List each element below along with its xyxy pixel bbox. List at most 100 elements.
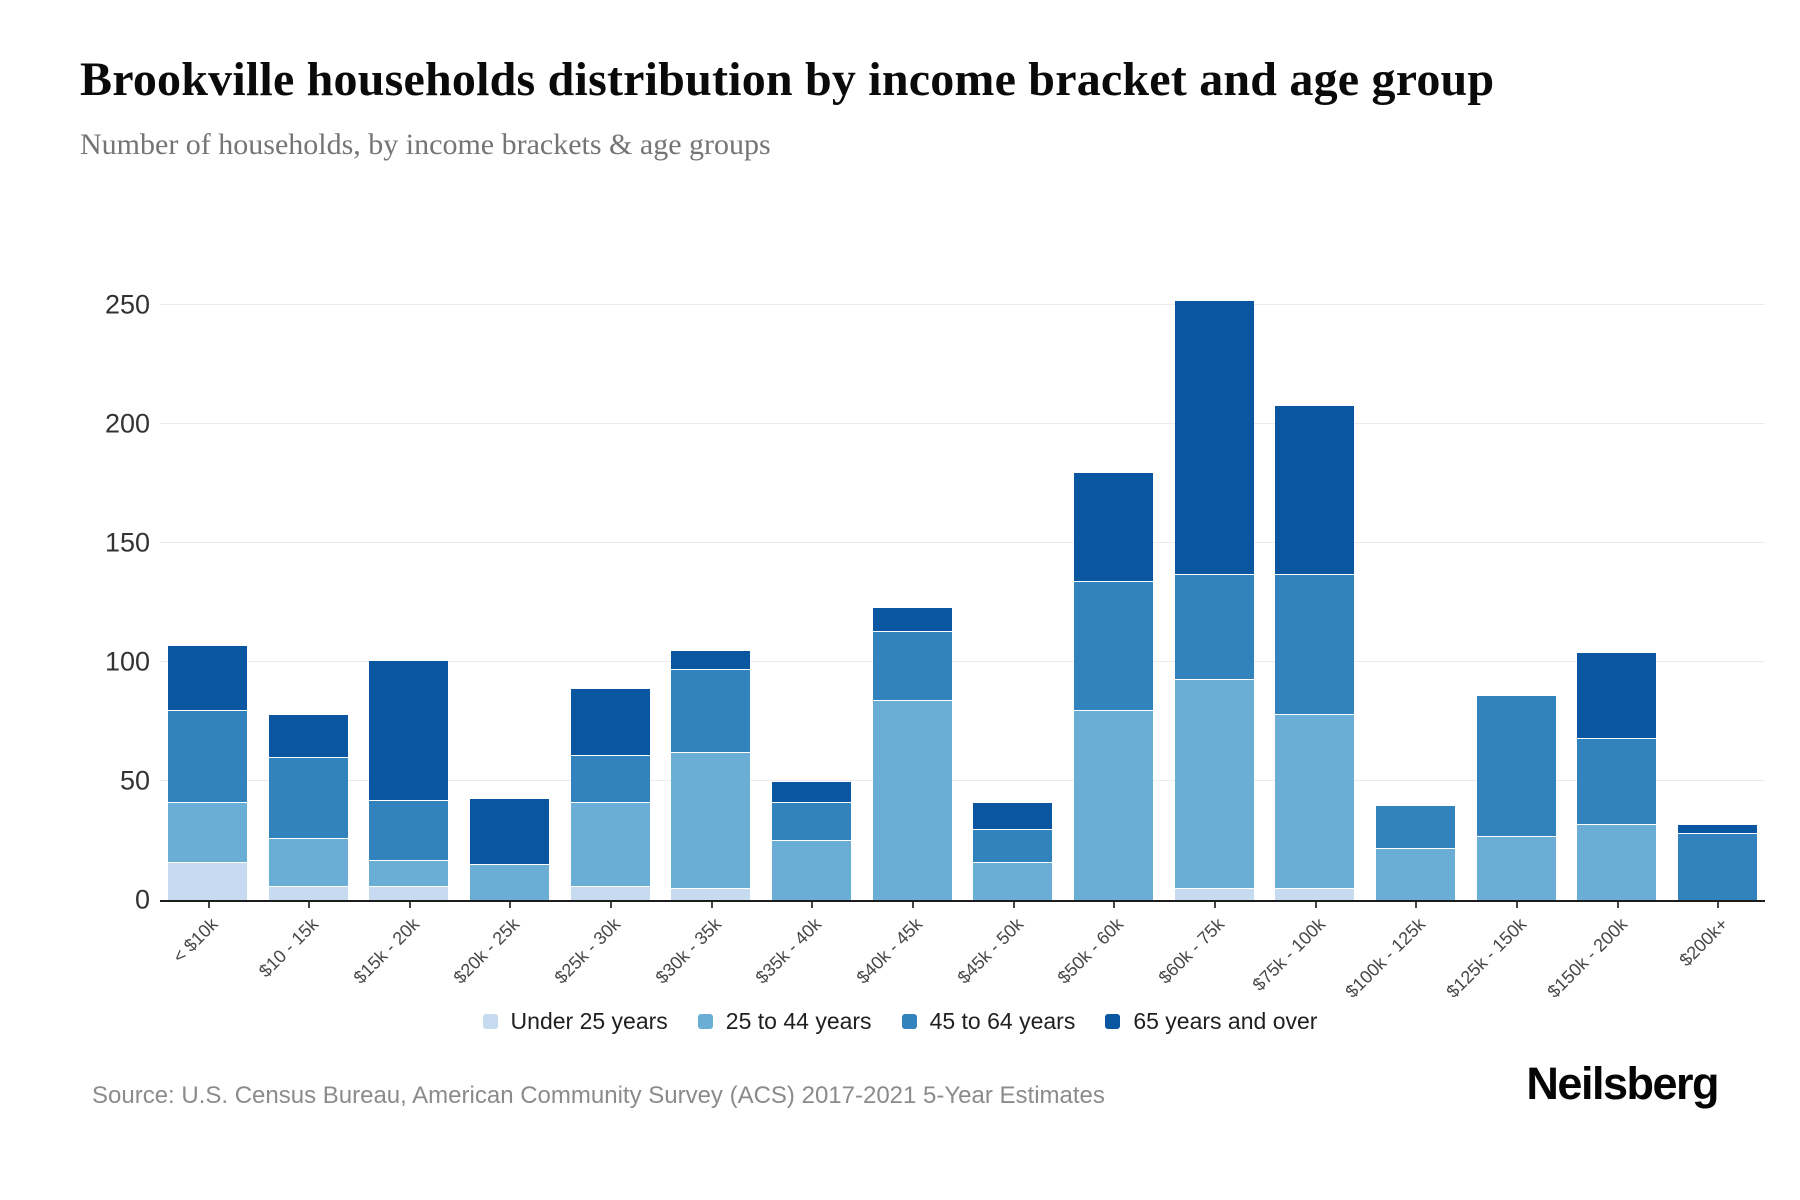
bar-segment[interactable] [268, 757, 348, 839]
bar-segment[interactable] [570, 754, 650, 803]
y-axis-label: 250 [104, 289, 150, 320]
axis-tick [1214, 902, 1217, 908]
bar-segment[interactable] [1577, 738, 1657, 824]
y-axis-label: 100 [104, 646, 150, 677]
bar-segment[interactable] [469, 797, 549, 865]
bar-segment[interactable] [1174, 573, 1254, 679]
bar-segment[interactable] [1375, 804, 1455, 848]
bar-segment[interactable] [671, 888, 751, 900]
bar-column: $20k - 25k [450, 281, 549, 988]
bar-segment[interactable] [771, 780, 851, 803]
bar-segment[interactable] [1174, 300, 1254, 574]
bar-segment[interactable] [570, 802, 650, 886]
gridline [160, 660, 1765, 662]
bar-segment[interactable] [570, 885, 650, 900]
bar-column: $150k - 200k [1543, 281, 1657, 1002]
y-axis-label: 150 [104, 527, 150, 558]
x-axis-label: $200k+ [1675, 914, 1732, 971]
bar-segment[interactable] [1073, 581, 1153, 710]
bar-segment[interactable] [1577, 823, 1657, 900]
bar-segment[interactable] [268, 885, 348, 900]
bar-segment[interactable] [872, 700, 952, 900]
bars-layer: < $10k $10 - 15k $15k - 20k $20k - 25k $25k … [160, 281, 1765, 1002]
brand-logo: Neilsberg [1526, 1058, 1719, 1109]
bar-column: $40k - 45k [853, 281, 952, 988]
legend-item[interactable]: 65 years and over [1105, 1008, 1317, 1035]
bar-segment[interactable] [1073, 709, 1153, 900]
bar-segment[interactable] [369, 800, 449, 860]
bar-segment[interactable] [570, 688, 650, 755]
axis-tick [1012, 902, 1015, 908]
bar-column: $60k - 75k [1155, 281, 1254, 988]
bar-segment[interactable] [268, 838, 348, 886]
bar-segment[interactable] [771, 840, 851, 900]
x-axis-label: $20k - 25k [450, 914, 524, 988]
bar-segment[interactable] [1275, 888, 1355, 900]
x-axis-label: $40k - 45k [852, 914, 927, 988]
y-axis-labels: 0 50 100 150 200 250 [0, 281, 150, 914]
x-axis-label: $150k - 200k [1543, 914, 1631, 1002]
bar-segment[interactable] [1174, 678, 1254, 889]
bar-segment[interactable] [1677, 823, 1757, 834]
bar-segment[interactable] [1476, 695, 1556, 836]
bar-segment[interactable] [872, 630, 952, 701]
bar-segment[interactable] [973, 861, 1053, 900]
bar-segment[interactable] [168, 861, 247, 900]
axis-tick [1616, 902, 1619, 908]
axis-tick [1717, 902, 1720, 908]
bar-segment[interactable] [268, 714, 348, 758]
bar-segment[interactable] [1577, 652, 1657, 739]
axis-tick [811, 902, 814, 908]
legend-swatch-icon [482, 1014, 498, 1029]
axis-tick [1415, 902, 1418, 908]
bar-segment[interactable] [671, 669, 751, 753]
legend-swatch-icon [697, 1014, 713, 1029]
bar-segment[interactable] [1275, 714, 1355, 889]
bar-segment[interactable] [872, 607, 952, 631]
bar-segment[interactable] [1073, 471, 1153, 581]
legend: Under 25 years 25 to 44 years 45 to 64 yea… [0, 1008, 1800, 1035]
y-axis-label: 200 [104, 408, 150, 439]
axis-tick [912, 902, 915, 908]
bar-segment[interactable] [671, 650, 751, 670]
bar-segment[interactable] [168, 709, 247, 803]
bar-segment[interactable] [369, 859, 449, 886]
y-axis-label: 50 [119, 765, 150, 796]
bar-segment[interactable] [671, 752, 751, 889]
x-axis-label: $10 - 15k [255, 914, 323, 982]
bar-segment[interactable] [1375, 847, 1455, 900]
legend-item[interactable]: Under 25 years [482, 1008, 668, 1035]
bar-segment[interactable] [973, 828, 1053, 862]
legend-label: 45 to 64 years [929, 1008, 1076, 1034]
bar-segment[interactable] [1476, 835, 1556, 900]
bar-segment[interactable] [168, 802, 247, 862]
bar-segment[interactable] [168, 645, 247, 710]
legend-item[interactable]: 45 to 64 years [901, 1008, 1076, 1035]
axis-tick [1113, 902, 1116, 908]
bar-segment[interactable] [1275, 404, 1355, 574]
bar-column: $100k - 125k [1342, 281, 1455, 1002]
bar-segment[interactable] [771, 802, 851, 841]
gridline [160, 779, 1765, 781]
bar-segment[interactable] [1275, 573, 1355, 715]
bar-segment[interactable] [1174, 888, 1254, 900]
bar-segment[interactable] [973, 802, 1053, 829]
bar-segment[interactable] [369, 659, 449, 801]
legend-item[interactable]: 25 to 44 years [697, 1008, 872, 1035]
gridline [160, 541, 1765, 543]
legend-label: 65 years and over [1133, 1008, 1318, 1034]
x-axis-label: $45k - 50k [953, 914, 1027, 988]
bar-segment[interactable] [469, 864, 549, 900]
bar-column: $10 - 15k [255, 281, 348, 981]
bar-column: $35k - 40k [752, 281, 851, 988]
x-axis-label: < $10k [168, 914, 222, 967]
axis-tick [308, 902, 311, 908]
bar-column: $15k - 20k [349, 281, 449, 988]
bar-segment[interactable] [369, 885, 449, 900]
bar-column: $45k - 50k [953, 281, 1053, 988]
bar-column: $25k - 30k [551, 281, 650, 988]
bar-column: $75k - 100k [1248, 281, 1355, 995]
axis-tick [1516, 902, 1519, 908]
bar-segment[interactable] [1677, 833, 1757, 900]
bar-column: $125k - 150k [1442, 281, 1556, 1002]
